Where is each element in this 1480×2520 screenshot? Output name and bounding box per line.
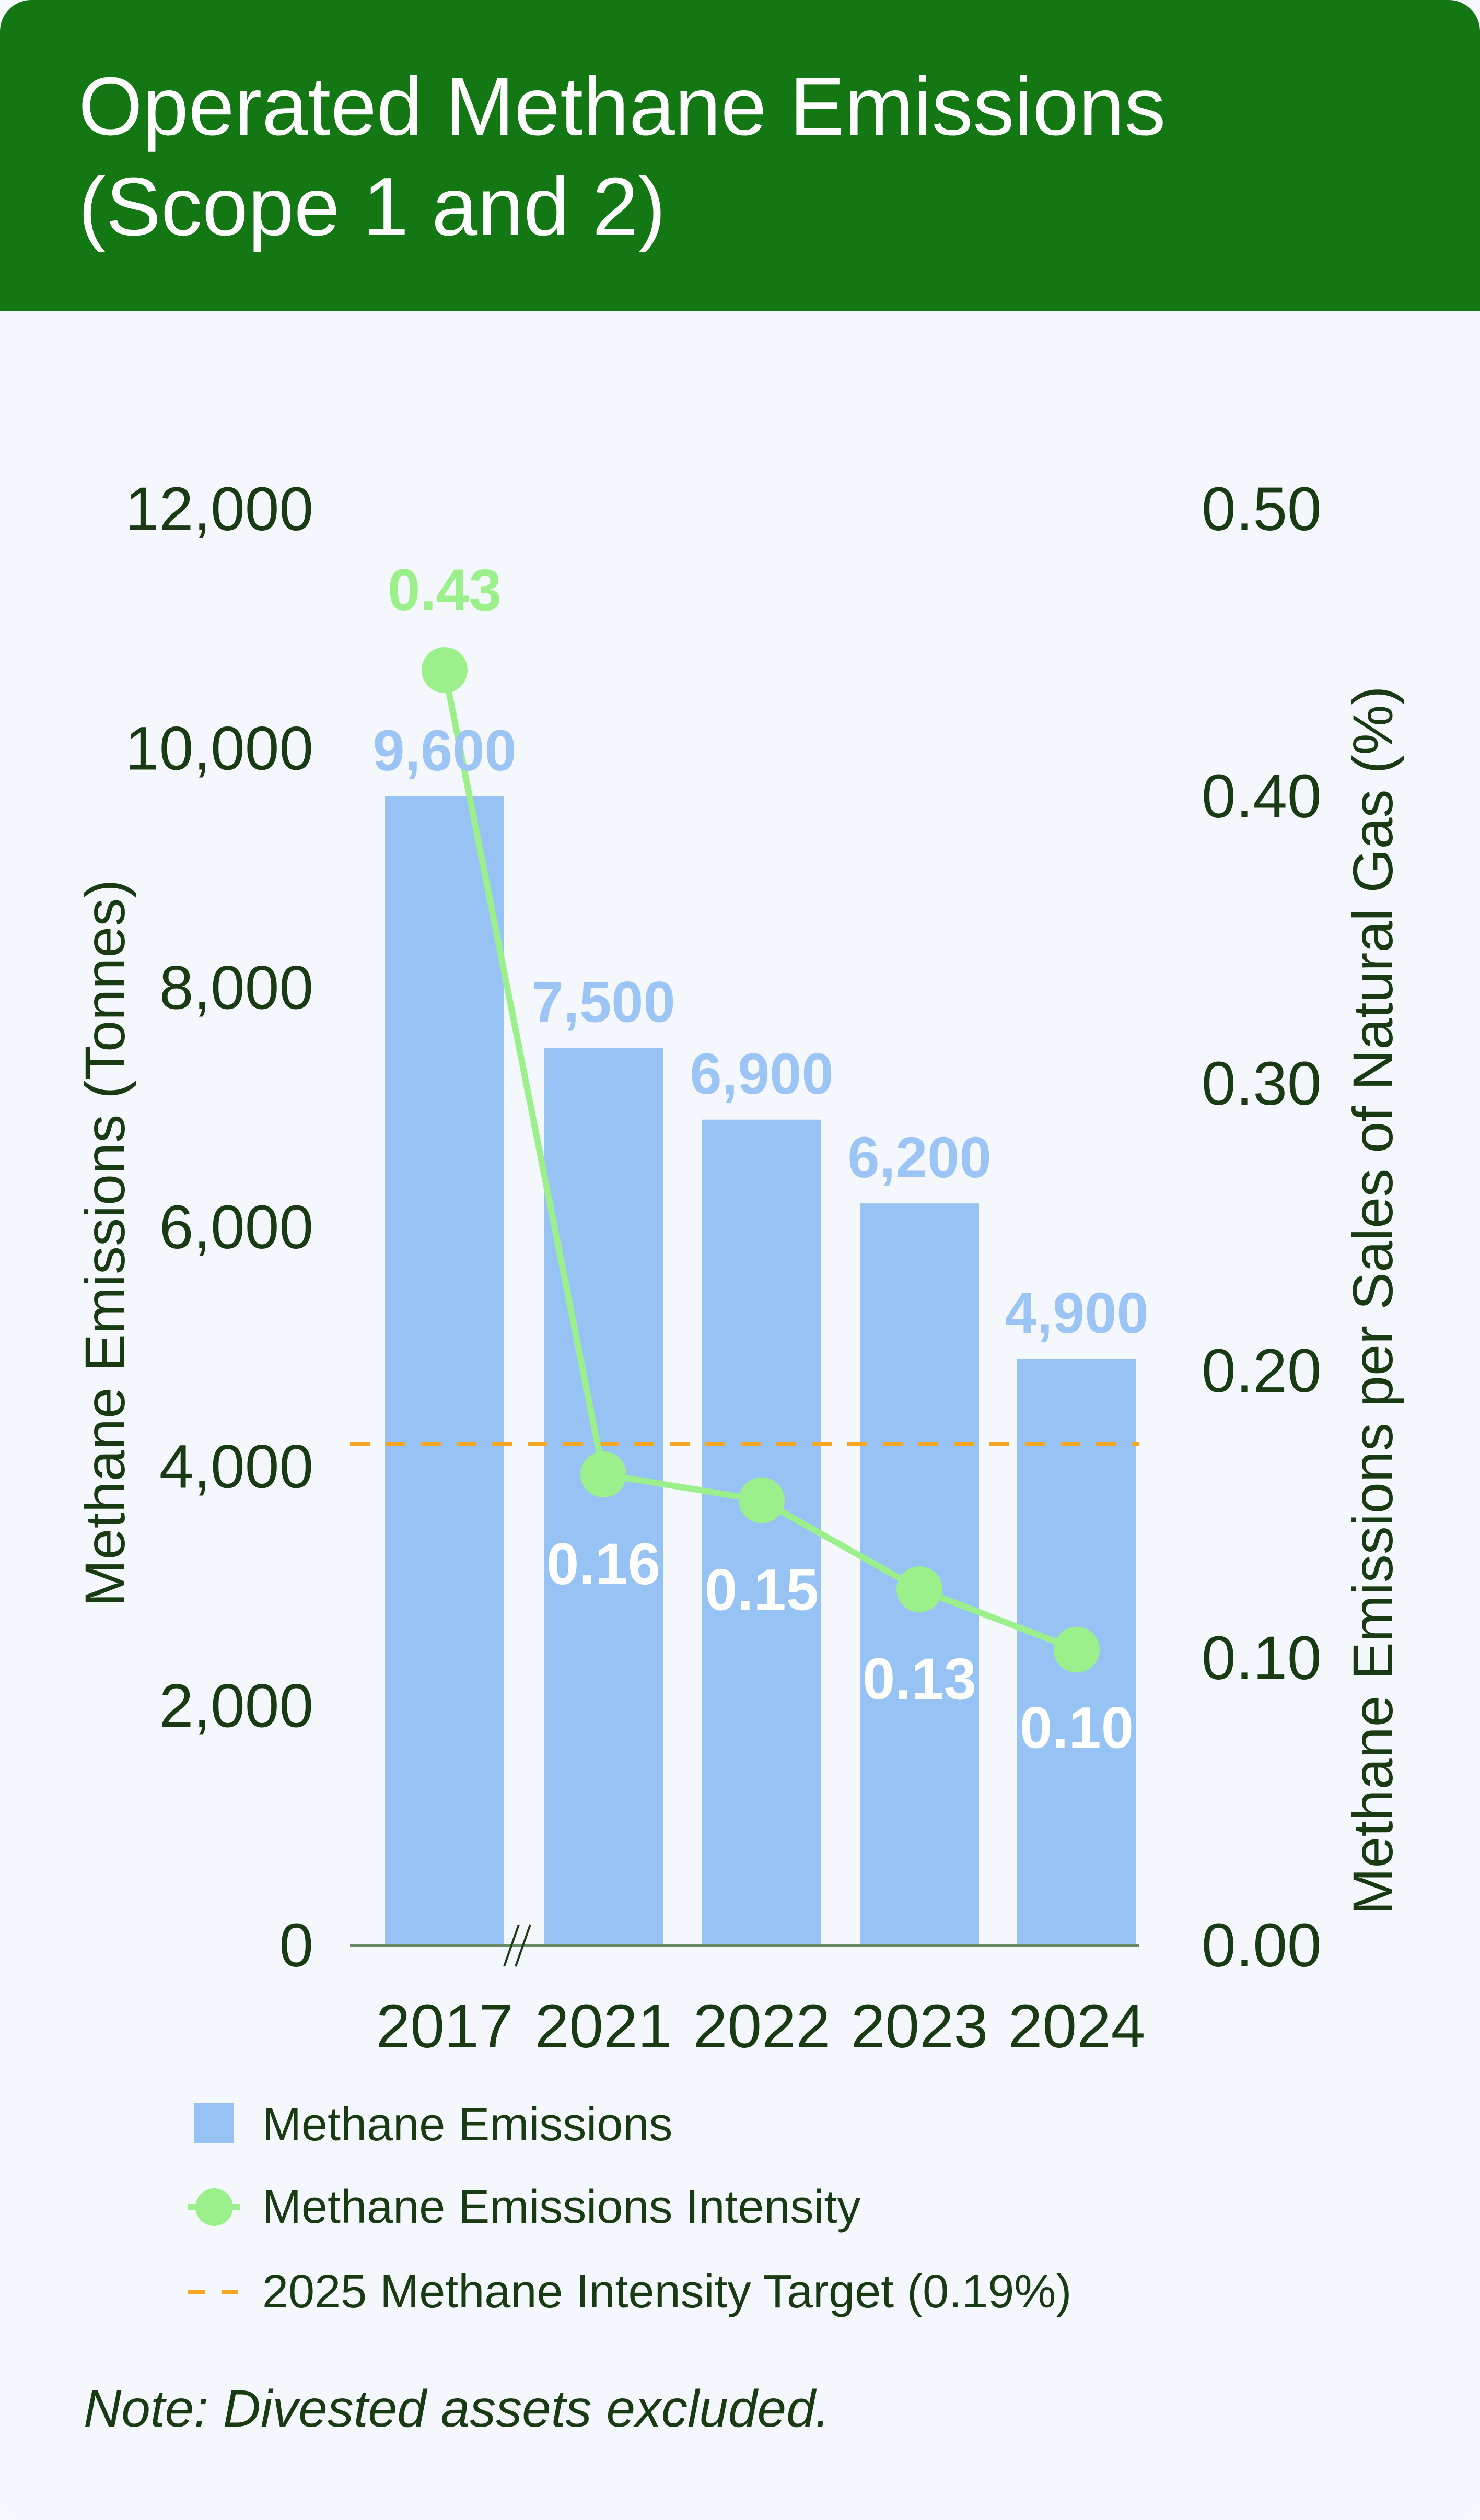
left-axis-title: Methane Emissions (Tonnes) — [73, 880, 136, 1607]
intensity-point-2021 — [580, 1451, 626, 1497]
axes-layer: 2017 2021 2022 2023 2024 0 2,000 4,000 6,000 8,00… — [73, 475, 1404, 2061]
bar-2017 — [385, 796, 504, 1945]
legend-label: Methane Emissions Intensity — [262, 2181, 861, 2233]
intensity-value-label-2021: 0.16 — [546, 1531, 660, 1597]
intensity-value-label-2023: 0.13 — [863, 1646, 976, 1712]
left-axis-tick-label: 12,000 — [125, 475, 313, 544]
header-banner: Operated Methane Emissions (Scope 1 and … — [0, 0, 1480, 311]
bar-value-label-2017: 9,600 — [372, 719, 516, 783]
x-tick-label: 2022 — [693, 1992, 831, 2061]
bar-value-label-2022: 6,900 — [690, 1042, 833, 1106]
x-tick-label: 2023 — [851, 1992, 988, 2061]
bar-value-label-2021: 7,500 — [531, 970, 675, 1034]
bars-layer — [385, 796, 1136, 1945]
legend: Methane Emissions Methane Emissions Inten… — [188, 2099, 1071, 2318]
legend-label: 2025 Methane Intensity Target (0.19%) — [262, 2266, 1071, 2318]
axis-break-mark — [503, 1924, 520, 1967]
chart-title: Operated Methane Emissions (Scope 1 and … — [78, 61, 1166, 253]
intensity-value-label-2022: 0.15 — [705, 1557, 819, 1623]
bar-2022 — [702, 1119, 821, 1945]
intensity-layer — [422, 647, 1100, 1673]
legend-swatch-marker — [195, 2188, 233, 2226]
intensity-point-2024 — [1054, 1626, 1100, 1673]
intensity-value-label-2017: 0.43 — [388, 557, 502, 623]
right-axis-tick-label: 0.30 — [1202, 1049, 1322, 1118]
x-tick-label: 2021 — [535, 1992, 672, 2061]
right-axis-tick-label: 0.10 — [1202, 1624, 1322, 1693]
legend-swatch-bar — [194, 2103, 234, 2143]
right-axis-tick-label: 0.00 — [1202, 1911, 1322, 1980]
right-axis-tick-label: 0.40 — [1202, 762, 1322, 831]
left-axis-tick-label: 4,000 — [159, 1432, 313, 1501]
left-axis-tick-label: 10,000 — [125, 714, 313, 783]
left-axis-tick-label: 0 — [279, 1911, 313, 1980]
left-axis-tick-label: 8,000 — [159, 954, 313, 1023]
bar-value-label-2023: 6,200 — [847, 1126, 991, 1190]
footnote: Note: Divested assets excluded. — [84, 2380, 830, 2438]
intensity-point-2017 — [422, 647, 468, 693]
intensity-point-2023 — [896, 1566, 942, 1612]
right-axis-tick-label: 0.20 — [1202, 1337, 1322, 1405]
left-axis-tick-label: 6,000 — [159, 1193, 313, 1262]
legend-label: Methane Emissions — [262, 2099, 672, 2151]
right-axis-tick-label: 0.50 — [1202, 475, 1322, 544]
bar-value-label-2024: 4,900 — [1005, 1281, 1148, 1345]
left-axis-tick-label: 2,000 — [159, 1672, 313, 1741]
intensity-value-label-2024: 0.10 — [1020, 1695, 1134, 1761]
intensity-point-2022 — [739, 1477, 785, 1523]
axis-break-mark — [515, 1924, 531, 1967]
x-tick-label: 2017 — [376, 1992, 514, 2061]
right-axis-title: Methane Emissions per Sales of Natural G… — [1341, 686, 1404, 1915]
x-tick-label: 2024 — [1008, 1992, 1146, 2061]
